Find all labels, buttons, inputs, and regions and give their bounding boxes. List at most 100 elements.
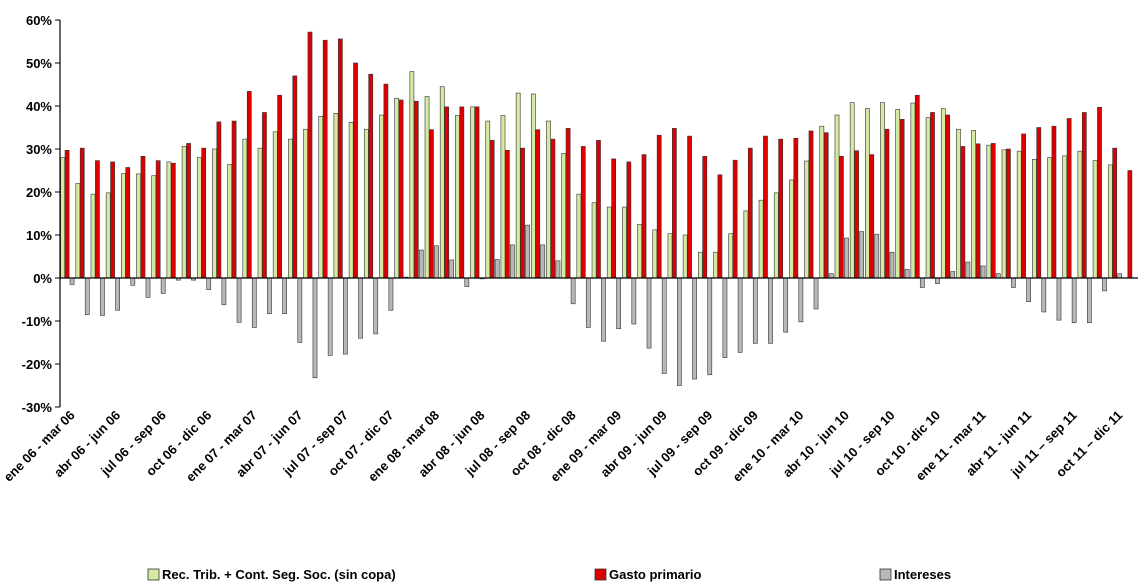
bar-gasto-primario — [930, 112, 935, 279]
bar-rec-trib — [151, 175, 157, 279]
bar-gasto-primario — [596, 140, 601, 279]
bar-rec-trib — [940, 108, 946, 279]
y-tick-label: 0% — [33, 271, 52, 286]
bar-intereses — [221, 277, 227, 305]
bar-rec-trib — [166, 161, 172, 279]
bar-intereses — [768, 277, 773, 344]
bar-rec-trib — [956, 128, 961, 279]
y-tick-label: 40% — [26, 99, 52, 114]
bar-gasto-primario — [1051, 125, 1057, 279]
bar-intereses — [585, 277, 591, 328]
bar-intereses — [130, 277, 136, 286]
bar-gasto-primario — [1036, 127, 1042, 279]
bar-rec-trib — [288, 138, 293, 279]
bar-rec-trib — [971, 130, 976, 279]
bar-rec-trib — [303, 128, 308, 279]
bar-gasto-primario — [277, 94, 282, 279]
legend: Rec. Trib. + Cont. Seg. Soc. (sin copa) … — [147, 567, 951, 582]
bar-gasto-primario — [79, 147, 85, 279]
bar-intereses — [677, 277, 682, 386]
bar-intereses — [874, 233, 880, 279]
bar-rec-trib — [773, 192, 779, 279]
bar-rec-trib — [272, 131, 278, 279]
bar-rec-trib — [363, 128, 369, 279]
bar-gasto-primario — [155, 160, 161, 279]
bar-intereses — [737, 277, 743, 353]
bar-gasto-primario — [945, 114, 951, 279]
bar-gasto-primario — [717, 174, 723, 279]
bar-intereses — [995, 273, 1001, 279]
bar-gasto-primario — [413, 100, 419, 279]
bar-rec-trib — [576, 193, 582, 279]
bar-rec-trib — [865, 108, 870, 279]
bar-intereses — [418, 249, 424, 279]
bar-intereses — [358, 277, 363, 339]
bar-gasto-primario — [186, 143, 191, 279]
bar-rec-trib — [242, 138, 248, 279]
bar-gasto-primario — [808, 130, 814, 279]
bar-rec-trib — [728, 233, 734, 279]
bar-intereses — [555, 260, 561, 279]
bar-intereses — [282, 277, 287, 314]
bar-gasto-primario — [793, 137, 799, 279]
bar-gasto-primario — [990, 143, 996, 279]
bar-rec-trib — [75, 183, 81, 279]
bar-rec-trib — [181, 146, 187, 279]
bar-rec-trib — [895, 109, 901, 279]
bar-intereses — [464, 277, 470, 287]
bar-gasto-primario — [1097, 106, 1102, 279]
bar-rec-trib — [1062, 155, 1068, 279]
bar-rec-trib — [834, 114, 840, 279]
bar-gasto-primario — [1006, 148, 1011, 279]
bar-gasto-primario — [975, 143, 981, 279]
bar-intereses — [859, 231, 864, 279]
bar-rec-trib — [743, 210, 749, 279]
bar-gasto-primario — [763, 135, 768, 279]
bar-gasto-primario — [307, 31, 313, 279]
bar-rec-trib — [622, 206, 627, 279]
bar-gasto-primario — [565, 128, 571, 279]
bar-intereses — [206, 277, 212, 290]
bar-gasto-primario — [899, 119, 905, 279]
bar-rec-trib — [758, 199, 764, 279]
bar-gasto-primario — [64, 149, 70, 279]
bar-rec-trib — [667, 233, 673, 279]
bar-intereses — [616, 277, 622, 330]
bar-gasto-primario — [1066, 118, 1072, 279]
bar-gasto-primario — [550, 138, 556, 279]
bar-rec-trib — [546, 120, 551, 279]
bar-gasto-primario — [110, 161, 115, 279]
bar-gasto-primario — [520, 147, 525, 279]
bar-gasto-primario — [823, 132, 829, 279]
bar-gasto-primario — [292, 75, 298, 279]
y-tick-label: 60% — [26, 13, 52, 28]
bar-gasto-primario — [170, 162, 176, 279]
y-tick-label: 30% — [26, 142, 52, 157]
bar-rec-trib — [105, 192, 111, 279]
bar-gasto-primario — [489, 140, 495, 279]
bar-intereses — [813, 277, 819, 310]
bar-intereses — [84, 277, 90, 315]
bar-intereses — [69, 277, 75, 285]
legend-swatch-rec-trib — [147, 568, 160, 581]
bar-rec-trib — [1107, 164, 1113, 279]
bar-rec-trib — [606, 206, 612, 279]
bar-rec-trib — [470, 106, 475, 279]
bar-gasto-primario — [216, 121, 222, 279]
bar-gasto-primario — [854, 150, 859, 279]
bar-intereses — [631, 277, 637, 325]
bar-gasto-primario — [869, 154, 875, 279]
y-tick-label: -20% — [22, 357, 53, 372]
bar-rec-trib — [424, 96, 430, 279]
bar-rec-trib — [348, 122, 354, 279]
bar-rec-trib — [910, 102, 916, 279]
bar-rec-trib — [849, 102, 855, 279]
bar-gasto-primario — [611, 158, 616, 279]
legend-swatch-gasto — [594, 568, 607, 581]
bar-rec-trib — [713, 251, 718, 279]
bar-intereses — [1026, 277, 1031, 302]
y-tick-label: -30% — [22, 400, 53, 415]
bar-gasto-primario — [626, 161, 632, 279]
